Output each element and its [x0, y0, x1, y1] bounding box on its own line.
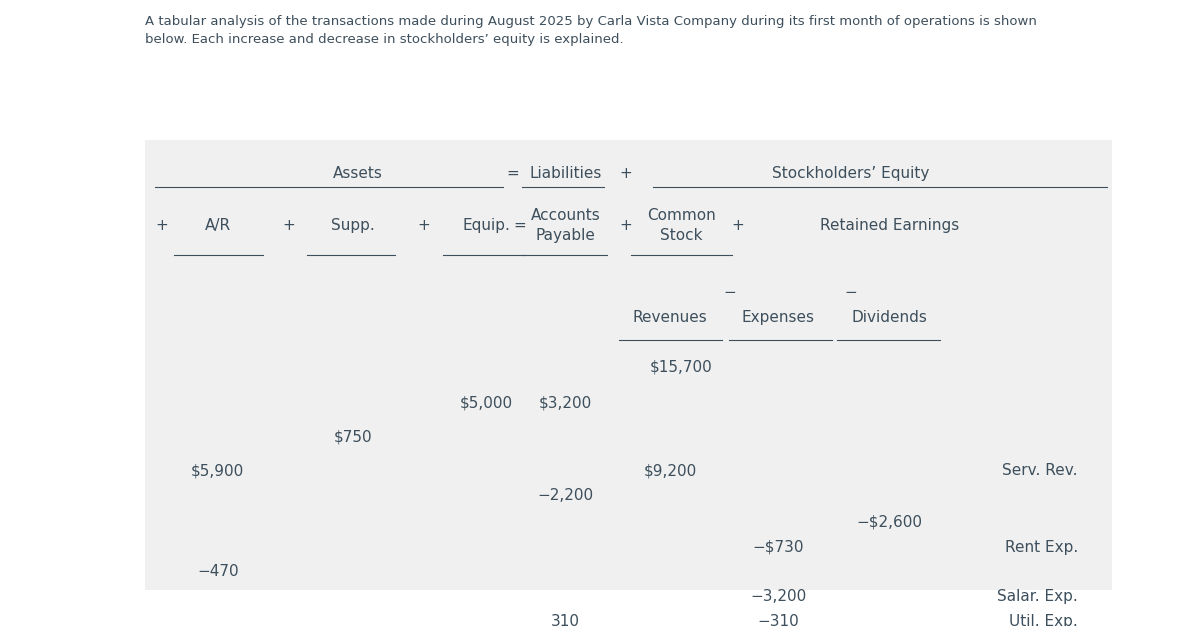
Text: +: + [619, 218, 632, 233]
Text: Dividends: Dividends [852, 310, 928, 325]
Text: Rent Exp.: Rent Exp. [1004, 540, 1078, 555]
Text: Util. Exp.: Util. Exp. [1009, 613, 1078, 626]
Text: A tabular analysis of the transactions made during August 2025 by Carla Vista Co: A tabular analysis of the transactions m… [145, 15, 1037, 46]
Text: Supp.: Supp. [331, 218, 374, 233]
Text: −$2,600: −$2,600 [857, 515, 923, 530]
Text: Equip.: Equip. [462, 218, 510, 233]
FancyBboxPatch shape [145, 140, 1111, 590]
Text: 310: 310 [551, 613, 580, 626]
Text: Revenues: Revenues [632, 310, 707, 325]
Text: −$730: −$730 [752, 540, 804, 555]
Text: A/R: A/R [205, 218, 230, 233]
Text: −: − [845, 285, 857, 300]
Text: −: − [724, 285, 737, 300]
Text: −2,200: −2,200 [538, 488, 594, 503]
Text: $15,700: $15,700 [650, 359, 713, 374]
Text: $750: $750 [334, 429, 372, 444]
Text: +: + [282, 218, 295, 233]
Text: −310: −310 [757, 613, 799, 626]
Text: −470: −470 [197, 564, 239, 579]
Text: Stockholders’ Equity: Stockholders’ Equity [772, 166, 929, 181]
Text: +: + [619, 166, 632, 181]
Text: Salar. Exp.: Salar. Exp. [997, 589, 1078, 604]
Text: =: = [506, 166, 518, 181]
Text: −3,200: −3,200 [750, 589, 806, 604]
Text: $5,900: $5,900 [191, 463, 245, 478]
Text: $9,200: $9,200 [643, 463, 697, 478]
Text: +: + [418, 218, 430, 233]
Text: Liabilities: Liabilities [529, 166, 602, 181]
Text: Retained Earnings: Retained Earnings [820, 218, 959, 233]
Text: $5,000: $5,000 [460, 396, 512, 411]
Text: +: + [155, 218, 168, 233]
Text: Serv. Rev.: Serv. Rev. [1002, 463, 1078, 478]
Text: Expenses: Expenses [742, 310, 815, 325]
Text: $3,200: $3,200 [539, 396, 593, 411]
Text: Common
Stock: Common Stock [647, 208, 716, 243]
Text: =: = [514, 218, 527, 233]
Text: Accounts
Payable: Accounts Payable [530, 208, 600, 243]
Text: Assets: Assets [332, 166, 383, 181]
Text: +: + [731, 218, 744, 233]
